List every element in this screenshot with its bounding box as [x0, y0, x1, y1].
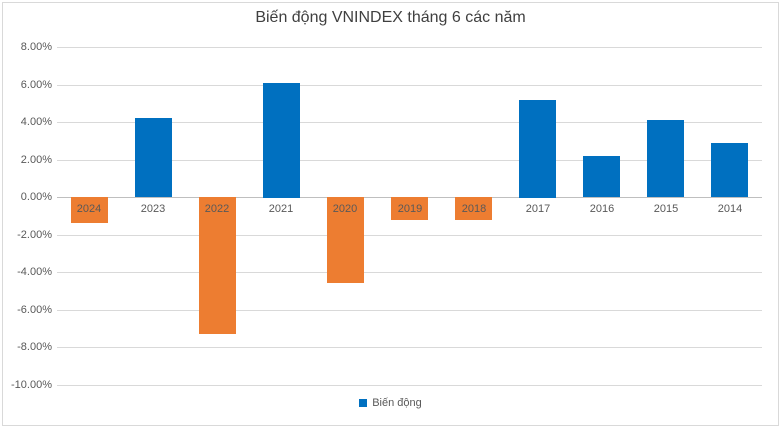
y-tick-label: 8.00% — [20, 41, 52, 53]
gridline — [57, 235, 762, 236]
bar-2020 — [327, 197, 364, 283]
y-tick-label: 0.00% — [20, 191, 52, 203]
bar-2016 — [583, 156, 620, 197]
gridline — [57, 47, 762, 48]
bar-2014 — [711, 143, 748, 197]
x-tick-label: 2021 — [268, 203, 294, 215]
x-tick-label: 2018 — [461, 203, 487, 215]
y-tick-label: -6.00% — [17, 304, 52, 316]
legend-marker-icon — [359, 399, 368, 407]
legend-series-label: Biến động — [372, 397, 422, 409]
x-tick-label: 2014 — [717, 203, 743, 215]
gridline — [57, 272, 762, 273]
plot-area: 2024 2023 2022 2021 2020 2019 2018 2017 2016 2015… — [57, 47, 762, 386]
y-tick-label: -8.00% — [17, 341, 52, 353]
y-tick-label: 6.00% — [20, 79, 52, 91]
bar-2015 — [647, 120, 684, 197]
bar-2023 — [135, 118, 172, 197]
y-tick-label: -2.00% — [17, 229, 52, 241]
x-tick-label: 2022 — [204, 203, 230, 215]
bar-2018 — [455, 197, 492, 220]
gridline — [57, 85, 762, 86]
bar-2024 — [71, 197, 108, 223]
bar-2019 — [391, 197, 428, 220]
gridline — [57, 385, 762, 386]
y-tick-label: 2.00% — [20, 154, 52, 166]
x-tick-label: 2023 — [140, 203, 166, 215]
x-tick-label: 2020 — [332, 203, 358, 215]
x-tick-label: 2024 — [76, 203, 102, 215]
x-tick-label: 2019 — [397, 203, 423, 215]
gridline — [57, 160, 762, 161]
gridline — [57, 122, 762, 123]
bar-2017 — [519, 100, 556, 198]
chart-title: Biến động VNINDEX tháng 6 các năm — [255, 9, 526, 26]
y-tick-label: -10.00% — [11, 379, 52, 391]
x-tick-label: 2017 — [525, 203, 551, 215]
gridline — [57, 310, 762, 311]
y-tick-label: -4.00% — [17, 266, 52, 278]
legend: Biến động — [0, 397, 781, 409]
gridline — [57, 347, 762, 348]
bar-2022 — [199, 197, 236, 334]
x-tick-label: 2016 — [589, 203, 615, 215]
bar-2021 — [263, 83, 300, 198]
x-tick-label: 2015 — [653, 203, 679, 215]
y-tick-label: 4.00% — [20, 116, 52, 128]
